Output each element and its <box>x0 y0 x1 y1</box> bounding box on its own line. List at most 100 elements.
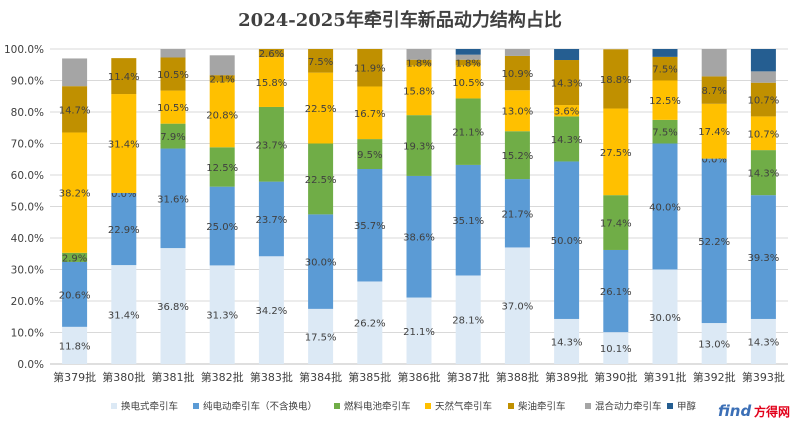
data-label: 7.5% <box>652 65 677 76</box>
bar-segment <box>554 161 580 319</box>
bar-segment <box>209 55 235 76</box>
data-label: 28.1% <box>452 316 484 327</box>
x-tick-label: 第388批 <box>496 370 539 384</box>
bar-segment <box>603 195 629 250</box>
bar-segment <box>603 49 629 109</box>
data-label: 25.0% <box>206 222 238 233</box>
data-label: 0.0% <box>111 189 136 200</box>
x-tick-label: 第392批 <box>693 370 736 384</box>
bar-segment <box>750 49 776 72</box>
data-label: 2.1% <box>209 74 234 85</box>
bar-segment <box>308 49 334 73</box>
bar-segment <box>62 252 88 262</box>
bar-segment <box>554 60 580 106</box>
x-tick-label: 第389批 <box>545 370 588 384</box>
x-tick-label: 第381批 <box>152 370 195 384</box>
legend-swatch <box>508 403 514 409</box>
bar-segment <box>160 49 186 58</box>
data-label: 17.4% <box>600 219 632 230</box>
legend-label: 甲醇 <box>677 401 697 413</box>
bar-segment <box>406 49 432 60</box>
bar-segment <box>258 49 284 58</box>
legend-item: 燃料电池牵引车 <box>334 401 411 413</box>
x-tick-label: 第382批 <box>201 370 244 384</box>
bar-segment <box>308 143 334 215</box>
bar-segment <box>62 132 88 253</box>
x-tick-label: 第383批 <box>250 370 293 384</box>
data-label: 26.1% <box>600 287 632 298</box>
bar-segment <box>160 90 186 124</box>
data-label: 14.7% <box>59 105 91 116</box>
bar-segment <box>258 57 284 107</box>
data-label: 14.3% <box>551 135 583 146</box>
data-label: 23.7% <box>256 215 288 226</box>
data-label: 10.9% <box>502 69 534 80</box>
watermark-logo-text: find <box>718 402 751 420</box>
bar-segment <box>406 175 432 298</box>
legend-label: 柴油牵引车 <box>518 401 566 413</box>
y-tick-label: 80.0% <box>11 107 44 119</box>
bar-segment <box>603 249 629 333</box>
data-label: 19.3% <box>403 142 435 153</box>
data-label: 15.2% <box>502 151 534 162</box>
data-label: 10.7% <box>748 96 780 107</box>
data-label: 12.5% <box>206 163 238 174</box>
bar-segment <box>504 90 530 132</box>
legend-item: 混合动力牵引车 <box>585 401 662 413</box>
bar-segment <box>160 57 186 91</box>
data-label: 14.3% <box>748 169 780 180</box>
watermark-logo: find 方得网 <box>718 402 790 420</box>
legend-label: 燃料电池牵引车 <box>344 401 411 413</box>
bar-segment <box>111 265 137 364</box>
data-label: 7.5% <box>308 57 333 68</box>
data-label: 38.2% <box>59 189 91 200</box>
bar-segment <box>258 181 284 257</box>
data-label: 52.2% <box>698 237 730 248</box>
data-label: 11.8% <box>59 341 91 352</box>
bar-segment <box>652 143 678 270</box>
data-label: 20.8% <box>206 111 238 122</box>
legend-item: 甲醇 <box>667 401 697 413</box>
bar-segment <box>357 49 383 87</box>
chart-title: 2024-2025年牵引车新品动力结构占比 <box>238 9 562 31</box>
bar-segment <box>308 308 334 364</box>
bar-segment <box>504 247 530 364</box>
bars: 11.8% 20.6% 2.9% 38.2% 14.7% 31.4% 22.9% 0.0% 31… <box>59 49 780 364</box>
data-label: 37.0% <box>502 302 534 313</box>
bar-segment <box>652 80 678 120</box>
data-label: 39.3% <box>748 253 780 264</box>
bar-segment <box>406 65 432 116</box>
data-label: 35.7% <box>354 221 386 232</box>
bar-segment <box>111 94 137 193</box>
bar-segment <box>750 71 776 83</box>
y-tick-label: 70.0% <box>11 139 44 151</box>
bar-segment <box>258 106 284 182</box>
data-label: 31.4% <box>108 311 140 322</box>
data-label: 31.4% <box>108 140 140 151</box>
data-label: 31.6% <box>157 194 189 205</box>
data-label: 10.7% <box>748 129 780 140</box>
watermark-site-name: 方得网 <box>754 404 790 419</box>
y-tick-label: 20.0% <box>11 296 44 308</box>
bar-segment <box>554 49 580 61</box>
bar-segment <box>455 49 481 55</box>
data-label: 23.7% <box>256 140 288 151</box>
data-label: 38.6% <box>403 233 435 244</box>
bar-segment <box>750 150 776 196</box>
data-label: 13.0% <box>502 107 534 118</box>
x-tick-label: 第390批 <box>594 370 637 384</box>
data-label: 3.6% <box>554 107 579 118</box>
data-label: 17.4% <box>698 127 730 138</box>
data-label: 10.5% <box>157 103 189 114</box>
data-label: 11.4% <box>108 72 140 83</box>
data-label: 22.5% <box>305 104 337 115</box>
bar-segment <box>455 275 481 364</box>
legend-item: 纯电动牵引车（不含换电） <box>193 401 317 413</box>
legend-label: 天然气牵引车 <box>435 401 492 413</box>
data-label: 31.3% <box>206 311 238 322</box>
bar-segment <box>209 147 235 187</box>
data-label: 40.0% <box>649 203 681 214</box>
y-tick-label: 100.0% <box>4 44 44 56</box>
data-label: 26.2% <box>354 319 386 330</box>
